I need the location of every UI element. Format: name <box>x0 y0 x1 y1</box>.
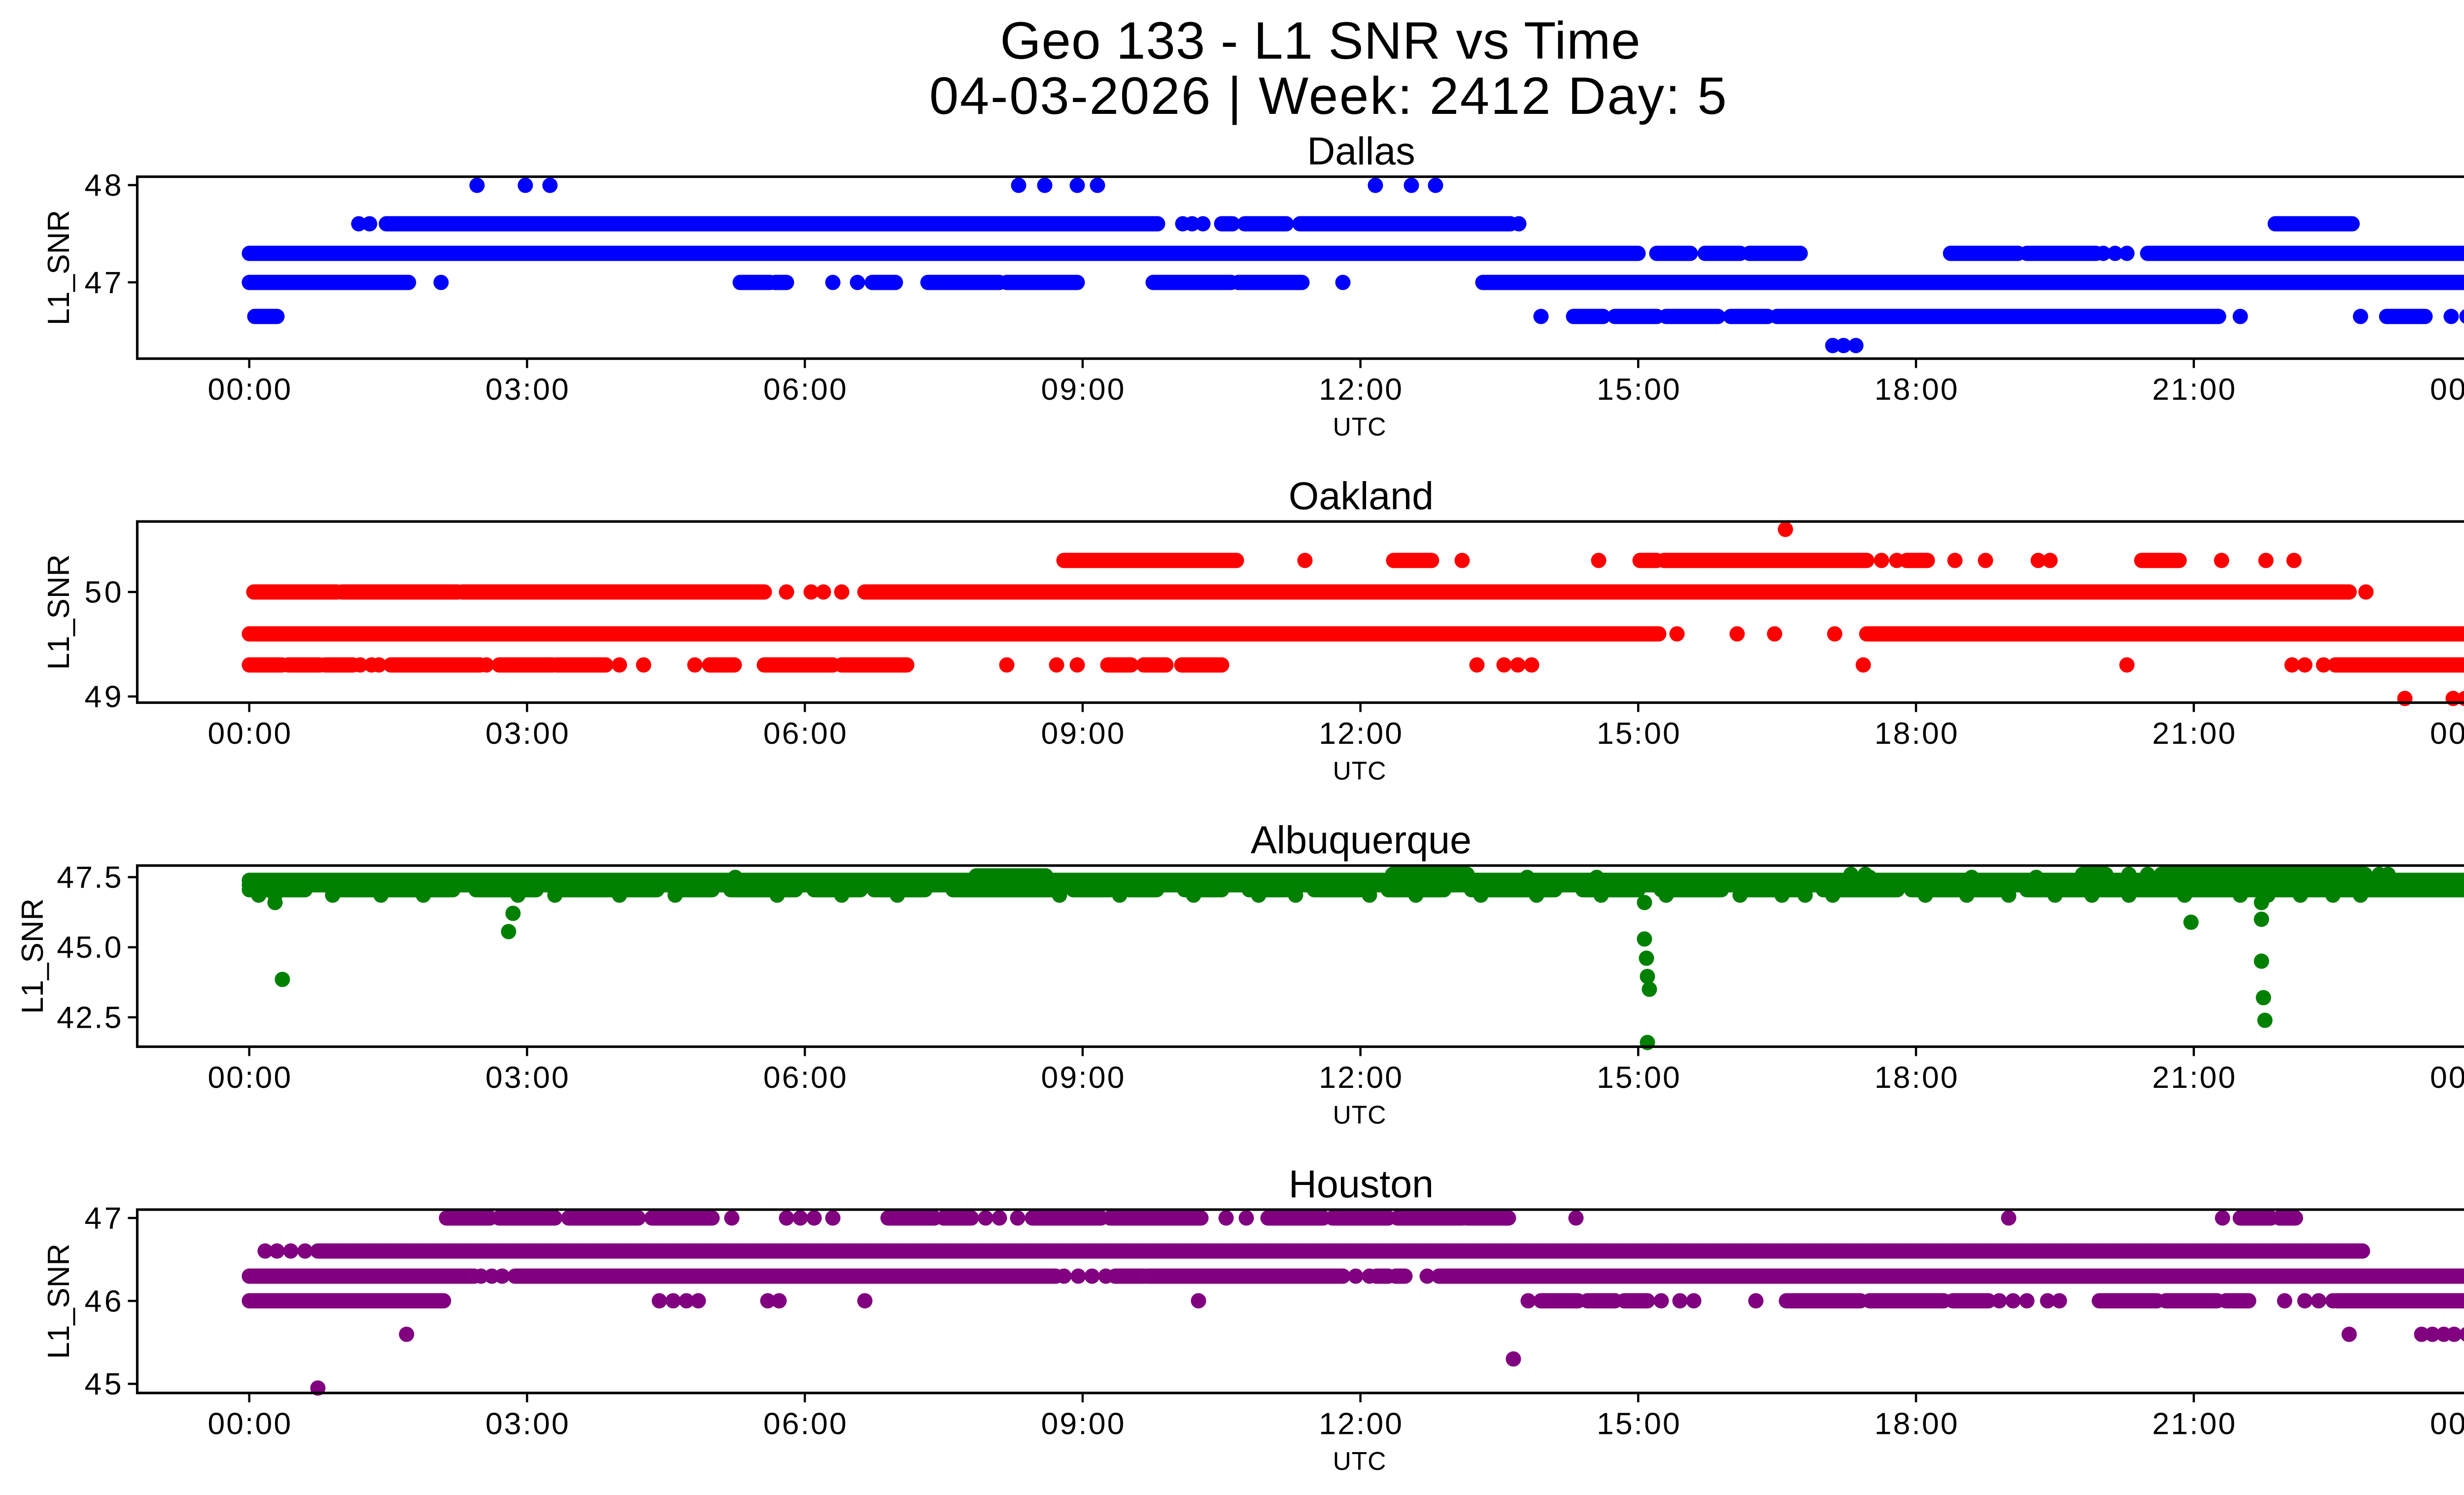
svg-text:L1_SNR: L1_SNR <box>42 1244 76 1359</box>
svg-text:12:00: 12:00 <box>1319 716 1403 751</box>
svg-text:Houston: Houston <box>1289 1162 1434 1206</box>
svg-text:47.5: 47.5 <box>57 860 123 895</box>
svg-text:00:00: 00:00 <box>2430 1060 2464 1095</box>
svg-text:15:00: 15:00 <box>1597 1407 1681 1441</box>
svg-text:42.5: 42.5 <box>57 1000 123 1035</box>
svg-text:00:00: 00:00 <box>207 1060 292 1095</box>
svg-text:09:00: 09:00 <box>1041 1060 1126 1095</box>
svg-text:12:00: 12:00 <box>1319 1407 1403 1441</box>
svg-text:06:00: 06:00 <box>763 716 848 751</box>
svg-text:48: 48 <box>84 168 124 203</box>
svg-text:06:00: 06:00 <box>763 372 848 407</box>
svg-text:UTC: UTC <box>1333 1101 1387 1129</box>
svg-text:21:00: 21:00 <box>2152 1407 2237 1441</box>
svg-text:L1_SNR: L1_SNR <box>16 899 50 1014</box>
svg-text:21:00: 21:00 <box>2152 372 2237 407</box>
svg-text:Dallas: Dallas <box>1307 129 1415 173</box>
svg-text:45.0: 45.0 <box>57 930 123 965</box>
svg-text:15:00: 15:00 <box>1597 372 1681 407</box>
svg-text:47: 47 <box>84 265 124 300</box>
svg-text:00:00: 00:00 <box>207 372 292 407</box>
svg-text:06:00: 06:00 <box>763 1407 848 1441</box>
svg-text:L1_SNR: L1_SNR <box>42 555 76 670</box>
svg-text:03:00: 03:00 <box>485 1407 570 1441</box>
svg-text:46: 46 <box>84 1284 124 1319</box>
svg-text:47: 47 <box>84 1201 124 1236</box>
svg-text:09:00: 09:00 <box>1041 372 1126 407</box>
svg-text:21:00: 21:00 <box>2152 1060 2237 1095</box>
svg-text:18:00: 18:00 <box>1875 372 1959 407</box>
svg-text:03:00: 03:00 <box>485 372 570 407</box>
svg-text:09:00: 09:00 <box>1041 1407 1126 1441</box>
svg-text:15:00: 15:00 <box>1597 716 1681 751</box>
svg-text:45: 45 <box>84 1367 124 1401</box>
svg-text:50: 50 <box>84 575 124 610</box>
svg-text:00:00: 00:00 <box>2430 716 2464 751</box>
svg-text:09:00: 09:00 <box>1041 716 1126 751</box>
svg-text:00:00: 00:00 <box>2430 1407 2464 1441</box>
svg-text:Oakland: Oakland <box>1289 474 1434 518</box>
svg-text:15:00: 15:00 <box>1597 1060 1681 1095</box>
svg-text:04-03-2026 | Week: 2412 Day: 5: 04-03-2026 | Week: 2412 Day: 5 <box>929 66 1728 125</box>
svg-text:49: 49 <box>84 680 124 714</box>
svg-text:Albuquerque: Albuquerque <box>1251 818 1472 862</box>
svg-text:03:00: 03:00 <box>485 716 570 751</box>
svg-text:12:00: 12:00 <box>1319 1060 1403 1095</box>
svg-text:12:00: 12:00 <box>1319 372 1403 407</box>
svg-text:00:00: 00:00 <box>2430 372 2464 407</box>
svg-text:UTC: UTC <box>1333 757 1387 785</box>
svg-text:03:00: 03:00 <box>485 1060 570 1095</box>
svg-text:18:00: 18:00 <box>1875 1060 1959 1095</box>
svg-text:06:00: 06:00 <box>763 1060 848 1095</box>
svg-text:UTC: UTC <box>1333 413 1387 441</box>
svg-text:00:00: 00:00 <box>207 716 292 751</box>
svg-text:UTC: UTC <box>1333 1447 1387 1475</box>
svg-text:Geo 133 - L1 SNR vs Time: Geo 133 - L1 SNR vs Time <box>1000 11 1641 70</box>
svg-text:21:00: 21:00 <box>2152 716 2237 751</box>
svg-text:00:00: 00:00 <box>207 1407 292 1441</box>
svg-text:L1_SNR: L1_SNR <box>42 210 76 325</box>
svg-text:18:00: 18:00 <box>1875 716 1959 751</box>
svg-text:18:00: 18:00 <box>1875 1407 1959 1441</box>
